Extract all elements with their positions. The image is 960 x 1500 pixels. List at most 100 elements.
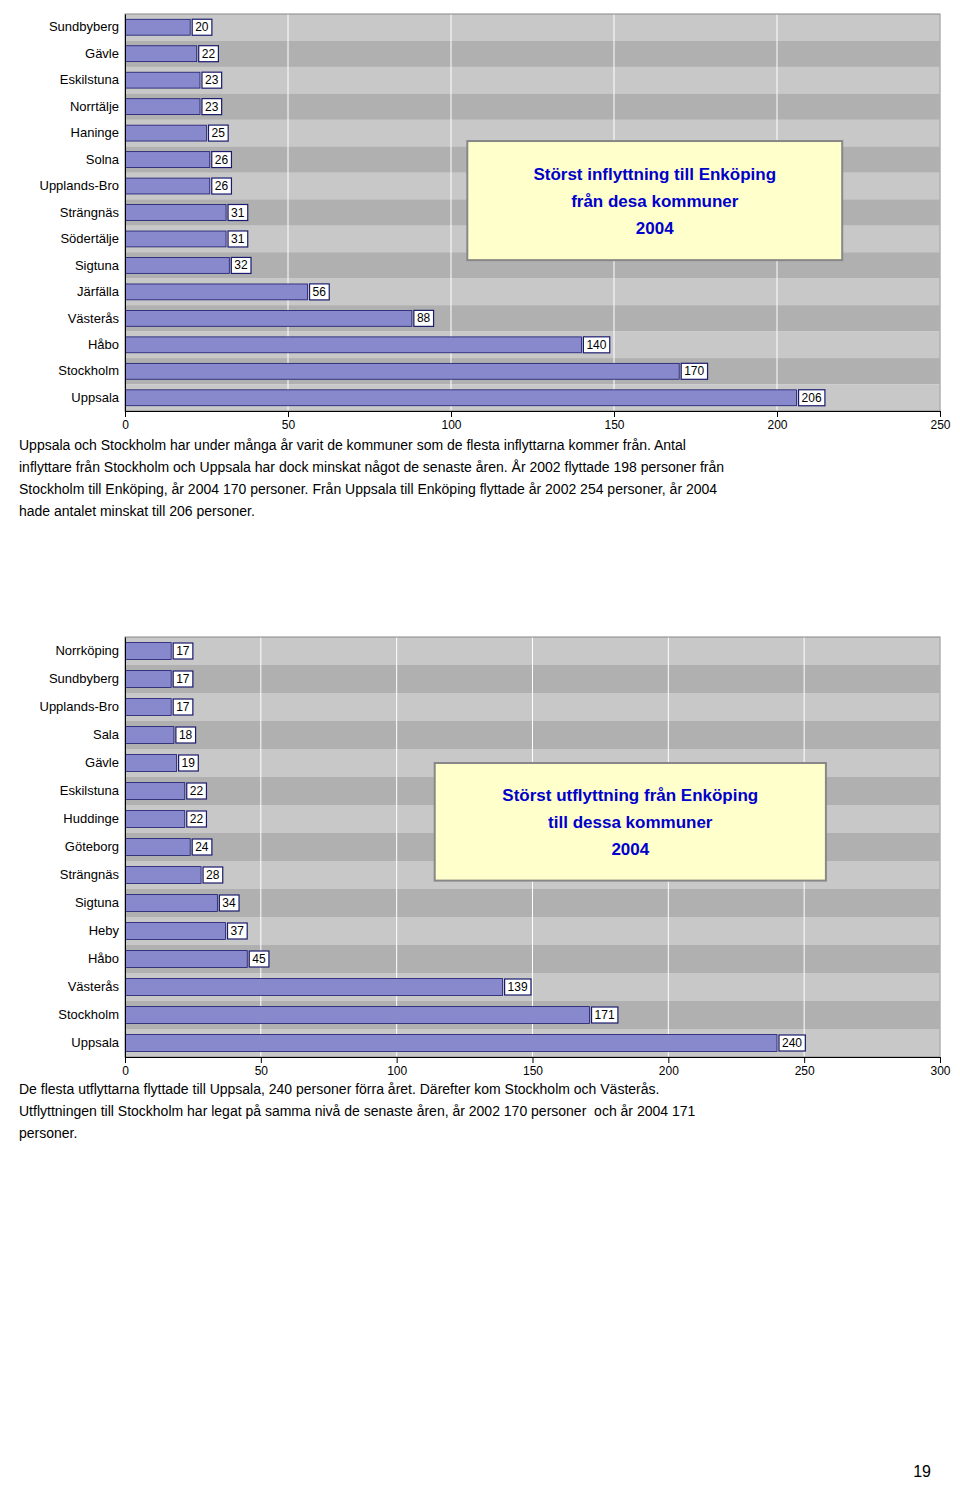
tick-label: 0	[122, 1064, 129, 1078]
tick: 300	[930, 1057, 950, 1078]
tick-label: Strängnäs	[60, 867, 120, 882]
text-line: inflyttare från Stockholm och Uppsala ha…	[19, 459, 724, 475]
label-background	[779, 1035, 805, 1051]
bar	[125, 46, 197, 62]
row-band	[125, 14, 940, 40]
data-label-box: 139	[505, 979, 531, 995]
tick-mark	[614, 411, 615, 417]
chart: 050100150200250SundbybergGävleEskilstuna…	[40, 14, 951, 432]
tick: 250	[930, 411, 950, 432]
tick: Sundbyberg	[49, 19, 125, 34]
axis-line	[126, 1058, 941, 1064]
bar	[125, 951, 247, 968]
data-label-box: 17	[173, 643, 193, 659]
data-label-box: 240	[779, 1035, 805, 1051]
data-label-box: 19	[179, 755, 199, 771]
bar	[125, 811, 185, 828]
data-label: 22	[202, 47, 216, 61]
tick: 250	[795, 1057, 815, 1078]
bar	[125, 363, 679, 379]
annotation-text: Störst inflyttning till Enköping från des…	[533, 164, 776, 237]
data-label-box: 31	[228, 205, 248, 221]
data-label: 18	[179, 728, 193, 742]
label-background	[414, 310, 434, 326]
label-background	[192, 19, 212, 35]
bar	[125, 783, 185, 800]
tick-label: 150	[604, 418, 624, 432]
tick-label: 100	[441, 418, 461, 432]
text-line: Störst inflyttning till Enköping	[533, 164, 776, 183]
tick-mark	[940, 1057, 941, 1063]
tick-label: 50	[255, 1064, 269, 1078]
tick: Strängnäs	[60, 867, 125, 882]
row-band	[125, 332, 940, 358]
tick-label: 200	[767, 418, 787, 432]
tick-label: Uppsala	[71, 390, 119, 405]
tick: Haninge	[71, 125, 125, 140]
bar	[125, 867, 201, 884]
tick: Huddinge	[63, 811, 125, 826]
data-label-box: 20	[192, 19, 212, 35]
bar	[125, 231, 226, 247]
data-label: 56	[313, 285, 327, 299]
annotation: Störst utflyttning från Enköpingtill des…	[435, 763, 826, 881]
label-background	[228, 231, 248, 247]
data-label-box: 23	[202, 99, 222, 115]
data-label-box: 45	[249, 951, 269, 967]
data-label: 28	[206, 868, 220, 882]
label-background	[176, 727, 196, 743]
tick-label: 250	[795, 1064, 815, 1078]
data-label-box: 37	[228, 923, 248, 939]
data-label: 22	[190, 812, 204, 826]
label-background	[592, 1007, 618, 1023]
tick-label: 200	[659, 1064, 679, 1078]
bar	[125, 1035, 777, 1052]
label-background	[212, 178, 232, 194]
bar	[125, 895, 217, 912]
label-background	[583, 337, 609, 353]
bar	[125, 310, 412, 326]
tick-label: Norrköping	[55, 643, 119, 658]
bar	[125, 284, 308, 300]
data-label-box: 34	[219, 895, 239, 911]
tick-label: 150	[523, 1064, 543, 1078]
bar	[125, 923, 226, 940]
data-label-box: 28	[203, 867, 223, 883]
tick-label: Strängnäs	[60, 205, 120, 220]
bar	[125, 178, 210, 194]
text-line: från desa kommuner	[571, 191, 739, 210]
tick-label: Heby	[89, 923, 120, 938]
tick: 100	[441, 411, 461, 432]
data-label-box: 25	[209, 125, 229, 141]
plot-frame	[125, 14, 940, 411]
tick-label: Huddinge	[63, 811, 119, 826]
tick-label: Sundbyberg	[49, 19, 119, 34]
data-label-box: 26	[212, 152, 232, 168]
tick: Upplands-Bro	[40, 699, 126, 714]
tick: Håbo	[88, 951, 125, 966]
tick-label: Göteborg	[65, 839, 119, 854]
tick-label: Norrtälje	[70, 99, 119, 114]
data-label-box: 31	[228, 231, 248, 247]
tick: Västerås	[68, 311, 125, 326]
tick: Göteborg	[65, 839, 125, 854]
bar	[125, 125, 207, 141]
label-background	[228, 205, 248, 221]
text-line: Uppsala och Stockholm har under många år…	[19, 437, 686, 453]
tick-label: Sigtuna	[75, 258, 120, 273]
tick: Norrköping	[55, 643, 125, 658]
tick: Stockholm	[58, 363, 125, 378]
x-axis: 0 50 100 150 200 250 300	[122, 1057, 951, 1078]
row-band	[125, 40, 940, 66]
x-axis: 050100150200250	[122, 411, 951, 432]
bar	[125, 699, 171, 716]
text-line: hade antalet minskat till 206 personer.	[19, 503, 255, 519]
tick-label: Sundbyberg	[49, 671, 119, 686]
bar	[125, 72, 200, 88]
data-label-box: 17	[173, 671, 193, 687]
tick: 100	[387, 1057, 407, 1078]
label-background	[202, 72, 222, 88]
row-band	[125, 358, 940, 384]
data-label: 34	[222, 896, 236, 910]
bar	[125, 390, 797, 406]
